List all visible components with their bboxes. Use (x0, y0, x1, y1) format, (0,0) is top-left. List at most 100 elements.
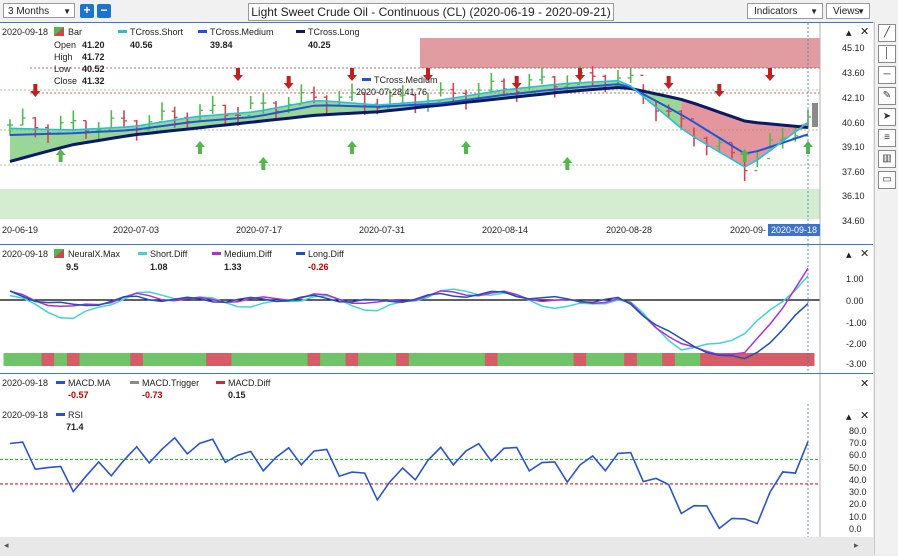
neural-bar (3, 353, 17, 366)
sell-signal-arrow (233, 68, 243, 81)
scroll-left-icon[interactable]: ◂ (4, 540, 9, 550)
indicators-dropdown[interactable]: Indicators ▼ (747, 3, 823, 19)
x-tick-date: 2020-07-31 (359, 225, 406, 235)
close-icon[interactable]: ✕ (860, 378, 870, 390)
zoom-out-button[interactable]: − (97, 4, 111, 18)
horizontal-line-tool-icon[interactable]: ─ (878, 66, 896, 84)
neural-bar (548, 353, 562, 366)
rsi-chart[interactable] (0, 374, 873, 556)
macd-diff-label: MACD.Diff (228, 378, 271, 388)
close-icon[interactable]: ✕ (860, 410, 870, 422)
period-select[interactable]: 3 Months ▼ (3, 3, 75, 18)
neural-bar (168, 353, 182, 366)
views-dropdown[interactable]: Views ▼ (826, 3, 870, 19)
y-tick-rsi: 0.0 (849, 524, 862, 534)
neural-bar (750, 353, 764, 366)
fibonacci-tool-icon[interactable]: ≡ (878, 129, 896, 147)
neural-bar (307, 353, 321, 366)
medium-diff-swatch (212, 249, 221, 260)
neural-bar (700, 353, 714, 366)
sell-signal-arrow (663, 76, 674, 89)
collapse-panel-icon[interactable]: ▴ (846, 411, 852, 423)
macd-trigger-swatch (130, 378, 139, 389)
neural-bar (535, 353, 549, 366)
long-diff-swatch (296, 249, 305, 260)
buy-signal-arrow (195, 141, 205, 154)
tshort-label: TCross.Short (130, 27, 184, 37)
neural-bar (332, 353, 346, 366)
y-tick-rsi: 80.0 (849, 426, 867, 436)
neural-bar (282, 353, 296, 366)
x-crosshair-date: 2020-09-18 (768, 224, 821, 236)
trendline-tool-icon[interactable]: ╱ (878, 24, 896, 42)
macd-diff-swatch (216, 378, 225, 389)
support-zone (0, 189, 820, 219)
open-label: Open (54, 40, 77, 50)
neural-bar (130, 353, 144, 366)
neural-bar (522, 353, 536, 366)
neural-bar (497, 353, 511, 366)
neural-bar (649, 353, 663, 366)
tmed-label: TCross.Medium (210, 27, 274, 37)
pencil-tool-icon[interactable]: ✎ (878, 87, 896, 105)
y-tick-price: 39.10 (842, 142, 865, 152)
close-icon[interactable]: ✕ (860, 248, 870, 260)
tcross-short-line (9, 79, 809, 168)
neural-bar (763, 353, 777, 366)
scroll-right-icon[interactable]: ▸ (854, 540, 859, 550)
high-label: High (54, 52, 73, 62)
tshort-swatch (118, 27, 127, 38)
zoom-in-button[interactable]: + (80, 4, 94, 18)
price-panel[interactable]: 2020-09-18 Bar Open 41.20 High 41.72 Low… (0, 22, 873, 245)
medium-diff-value: 1.33 (224, 262, 242, 272)
buy-signal-arrow (347, 141, 357, 154)
comment-tool-icon[interactable]: ▭ (878, 171, 896, 189)
x-tick-date: 2020-09- (730, 225, 767, 235)
neural-bar (586, 353, 600, 366)
cursor-tool-icon[interactable]: ➤ (878, 108, 896, 126)
y-tick-diff: -2.00 (846, 339, 867, 349)
neural-bar (41, 353, 55, 366)
low-label: Low (54, 64, 71, 74)
neural-bar (484, 353, 498, 366)
neural-bar (244, 353, 258, 366)
neural-bar (370, 353, 384, 366)
vertical-line-tool-icon[interactable]: │ (878, 45, 896, 63)
price-chart[interactable] (0, 23, 873, 245)
price-scroll-handle[interactable] (812, 103, 818, 127)
neural-bar (193, 353, 207, 366)
neural-bar (662, 353, 676, 366)
collapse-panel-icon[interactable]: ▴ (846, 27, 852, 39)
close-icon[interactable]: ✕ (860, 26, 870, 38)
period-select-label: 3 Months (8, 6, 50, 17)
views-label: Views (833, 6, 860, 17)
collapse-panel-icon[interactable]: ▴ (846, 249, 852, 261)
neural-bar (459, 353, 473, 366)
macd-ma-swatch (56, 378, 65, 389)
x-tick-date: 20-06-19 (2, 225, 39, 235)
legend-date: 2020-09-18 (2, 27, 49, 37)
short-diff-value: 1.08 (150, 262, 168, 272)
indicators-label: Indicators (754, 6, 798, 17)
neural-bar (320, 353, 334, 366)
macd-diff-value: 0.15 (228, 390, 246, 400)
rsi-label: RSI (68, 410, 84, 420)
neural-bar (674, 353, 688, 366)
neural-bar (776, 353, 790, 366)
y-tick-rsi: 30.0 (849, 487, 867, 497)
macd-trigger-label: MACD.Trigger (142, 378, 200, 388)
neural-bar (231, 353, 245, 366)
neural-bar (92, 353, 106, 366)
diff-panel[interactable]: 2020-09-18 NeuralX.Max 9.5 Short.Diff 1.… (0, 244, 873, 373)
low-value: 40.52 (82, 64, 105, 74)
macd-rsi-panel[interactable]: 2020-09-18 MACD.MA -0.57 MACD.Trigger -0… (0, 373, 873, 556)
channel-tool-icon[interactable]: ▥ (878, 150, 896, 168)
long-diff-label: Long.Diff (308, 249, 344, 259)
y-tick-rsi: 70.0 (849, 438, 867, 448)
close-label: Close (54, 76, 78, 86)
diff-chart[interactable] (0, 245, 873, 373)
neural-label: NeuralX.Max (68, 249, 121, 259)
chevron-down-icon: ▼ (63, 7, 71, 16)
tooltip-value: 2020-07-28 41.76 (356, 87, 428, 97)
sell-signal-arrow (511, 76, 522, 89)
